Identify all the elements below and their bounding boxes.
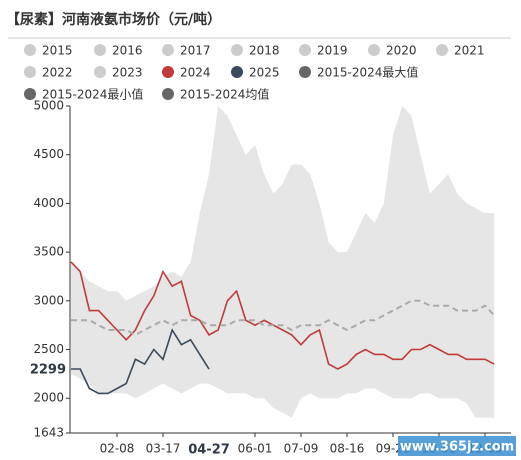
legend-label: 2024 — [180, 66, 211, 80]
legend-marker — [299, 44, 311, 56]
legend-label: 2015-2024最大值 — [317, 65, 418, 80]
legend-marker — [162, 44, 174, 56]
legend-marker — [231, 66, 243, 78]
legend-marker — [162, 88, 174, 100]
legend-marker — [94, 44, 106, 56]
legend-marker — [24, 88, 36, 100]
series-line — [71, 328, 210, 395]
legend-label: 2015-2024均值 — [180, 87, 269, 102]
legend-marker — [368, 44, 380, 56]
legend-label: 2017 — [180, 44, 211, 58]
pointer-y-box — [26, 359, 68, 380]
y-tick-label: 5000 — [33, 99, 64, 113]
chart-title: 【尿素】河南液氨市场价（元/吨） — [6, 11, 221, 28]
y-tick-label: 1643 — [33, 426, 64, 440]
legend-marker — [24, 44, 36, 56]
x-tick-label: 06-01 — [238, 442, 273, 456]
legend-label: 2023 — [112, 66, 143, 80]
legend-label: 2015-2024最小值 — [42, 87, 143, 102]
legend-label: 2020 — [386, 44, 417, 58]
legend-marker — [231, 44, 243, 56]
y-tick-label: 4500 — [33, 147, 64, 161]
series-line — [71, 299, 495, 337]
x-tick-label: 07-09 — [284, 442, 319, 456]
pointer-x-box — [185, 439, 233, 459]
y-tick-label: 3000 — [33, 293, 64, 307]
band-lower — [71, 373, 495, 433]
legend-label: 2021 — [454, 44, 485, 58]
y-tick-label: 2000 — [33, 391, 64, 405]
legend-marker — [94, 66, 106, 78]
legend-label: 2019 — [317, 44, 348, 58]
legend-marker — [162, 66, 174, 78]
legend-label: 2025 — [249, 66, 280, 80]
legend-label: 2015 — [42, 44, 73, 58]
pointer-x-label: 04-27 — [188, 443, 230, 458]
y-tick-label: 2500 — [33, 342, 64, 356]
series-line — [70, 261, 495, 370]
y-tick-label: 4000 — [33, 196, 64, 210]
site-mark: www.365jz.com — [400, 440, 514, 455]
legend-marker — [24, 66, 36, 78]
x-tick-label: 08-16 — [330, 442, 365, 456]
legend-label: 2022 — [42, 66, 73, 80]
legend-label: 2018 — [249, 44, 280, 58]
legend-label: 2016 — [112, 44, 143, 58]
pointer-y-label: 2299 — [30, 363, 66, 378]
site-mark-bg — [398, 436, 516, 456]
x-tick-label: 02-08 — [100, 442, 135, 456]
band-upper — [71, 106, 495, 433]
legend-marker — [436, 44, 448, 56]
x-tick-label: 03-17 — [146, 442, 181, 456]
y-tick-label: 3500 — [33, 245, 64, 259]
legend-marker — [299, 66, 311, 78]
